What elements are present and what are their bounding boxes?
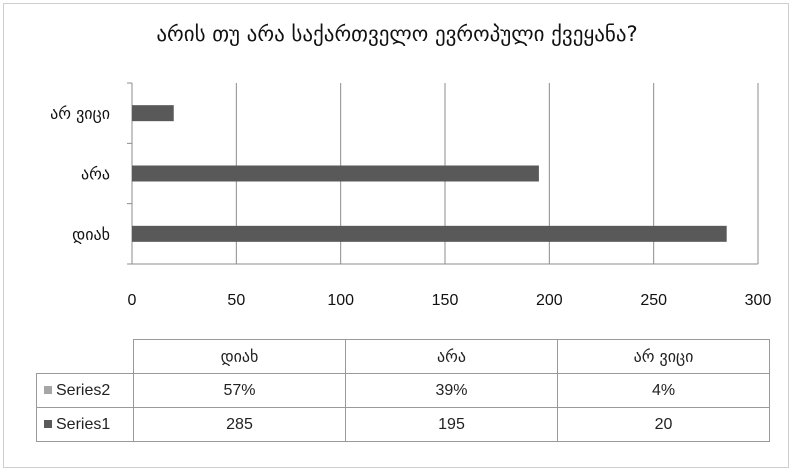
data-table: დიახ არა არ ვიცი Series2 57% 39% 4% Seri… [36,339,770,442]
data-table-header: არ ვიცი [557,339,770,374]
series2-swatch [44,385,52,394]
series1-swatch [44,419,52,428]
data-table-cell: 285 [133,407,346,442]
x-tick-label: 100 [327,292,354,309]
data-table-row-label: Series2 [36,373,134,408]
data-table-cell: 57% [133,373,346,408]
x-tick-label: 250 [640,292,667,309]
data-table-row-label: Series1 [36,407,134,442]
data-table-row: Series2 57% 39% 4% [36,373,770,408]
data-table-row: Series1 285 195 20 [36,407,770,442]
y-category-label: არ ვიცი [50,104,110,123]
data-table-cell: 195 [345,407,558,442]
data-table-header-row: დიახ არა არ ვიცი [36,339,770,374]
x-tick-label: 0 [128,292,137,309]
data-table-header: არა [345,339,558,374]
series2-label: Series2 [56,381,111,399]
x-tick-label: 300 [745,292,772,309]
bar [132,165,539,182]
chart-title: არის თუ არა საქართველო ევროპული ქვეყანა? [156,22,638,46]
data-table-cell: 39% [345,373,558,408]
bar [132,225,727,242]
data-table-cell: 20 [557,407,770,442]
bar [132,105,174,122]
y-category-label: არა [81,165,110,184]
x-tick-label: 50 [227,292,245,309]
x-tick-label: 200 [536,292,563,309]
data-table-cell: 4% [557,373,770,408]
y-category-label: დიახ [72,225,110,244]
data-table-corner [36,339,134,374]
x-tick-label: 150 [432,292,459,309]
data-table-header: დიახ [133,339,346,374]
series1-label: Series1 [56,415,111,433]
